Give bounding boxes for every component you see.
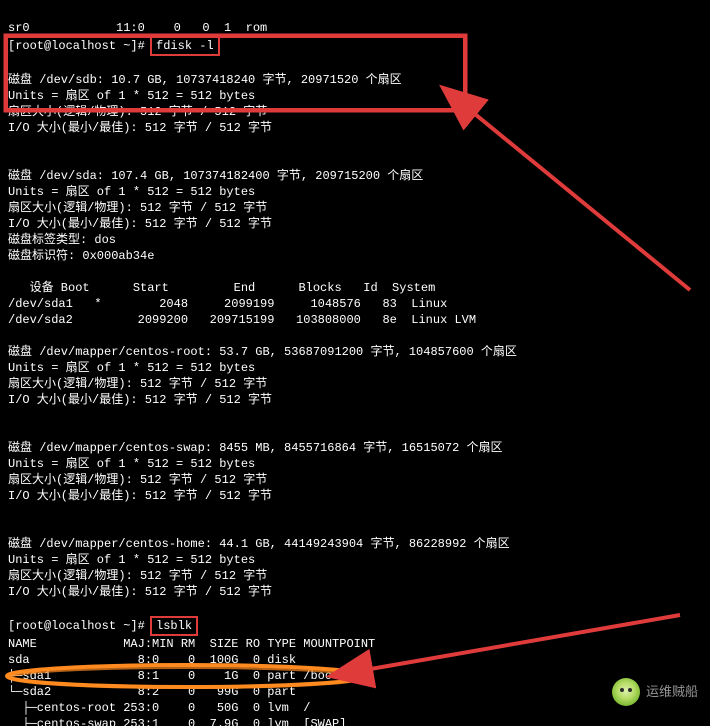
part-header: 设备 Boot Start End Blocks Id System — [8, 281, 435, 295]
prompt: [root@localhost ~]# — [8, 619, 152, 633]
lsblk-header: NAME MAJ:MIN RM SIZE RO TYPE MOUNTPOINT — [8, 637, 375, 651]
root-l2: Units = 扇区 of 1 * 512 = 512 bytes — [8, 361, 255, 375]
home-l3: 扇区大小(逻辑/物理): 512 字节 / 512 字节 — [8, 569, 267, 583]
sda-l5: 磁盘标签类型: dos — [8, 233, 116, 247]
lsblk-row: ├─sda1 8:1 0 1G 0 part /boot — [8, 669, 339, 683]
watermark-text: 运维贼船 — [646, 684, 698, 700]
lsblk-row: ├─centos-swap 253:1 0 7.9G 0 lvm [SWAP] — [8, 717, 346, 726]
swap-l2: Units = 扇区 of 1 * 512 = 512 bytes — [8, 457, 255, 471]
part-row-2: /dev/sda2 2099200 209715199 103808000 8e… — [8, 313, 476, 327]
cmd-lsblk: lsblk — [150, 616, 198, 636]
sda-l6: 磁盘标识符: 0x000ab34e — [8, 249, 154, 263]
watermark: 运维贼船 — [612, 678, 698, 706]
sda-l4: I/O 大小(最小/最佳): 512 字节 / 512 字节 — [8, 217, 272, 231]
home-l4: I/O 大小(最小/最佳): 512 字节 / 512 字节 — [8, 585, 272, 599]
sdb-l4: I/O 大小(最小/最佳): 512 字节 / 512 字节 — [8, 121, 272, 135]
part-row-1: /dev/sda1 * 2048 2099199 1048576 83 Linu… — [8, 297, 447, 311]
root-l1: 磁盘 /dev/mapper/centos-root: 53.7 GB, 536… — [8, 345, 517, 359]
swap-l3: 扇区大小(逻辑/物理): 512 字节 / 512 字节 — [8, 473, 267, 487]
cmd-fdisk: fdisk -l — [150, 36, 220, 56]
sda-l1: 磁盘 /dev/sda: 107.4 GB, 107374182400 字节, … — [8, 169, 423, 183]
swap-l1: 磁盘 /dev/mapper/centos-swap: 8455 MB, 845… — [8, 441, 502, 455]
sdb-l2: Units = 扇区 of 1 * 512 = 512 bytes — [8, 89, 255, 103]
root-l4: I/O 大小(最小/最佳): 512 字节 / 512 字节 — [8, 393, 272, 407]
home-l1: 磁盘 /dev/mapper/centos-home: 44.1 GB, 441… — [8, 537, 510, 551]
home-l2: Units = 扇区 of 1 * 512 = 512 bytes — [8, 553, 255, 567]
sda-l2: Units = 扇区 of 1 * 512 = 512 bytes — [8, 185, 255, 199]
lsblk-row: ├─centos-root 253:0 0 50G 0 lvm / — [8, 701, 310, 715]
terminal: sr0 11:0 0 0 1 rom [root@localhost ~]# f… — [0, 0, 710, 726]
sda-l3: 扇区大小(逻辑/物理): 512 字节 / 512 字节 — [8, 201, 267, 215]
sdb-l3: 扇区大小(逻辑/物理): 512 字节 / 512 字节 — [8, 105, 267, 119]
lsblk-row: sda 8:0 0 100G 0 disk — [8, 653, 296, 667]
top-line: sr0 11:0 0 0 1 rom — [8, 21, 267, 35]
root-l3: 扇区大小(逻辑/物理): 512 字节 / 512 字节 — [8, 377, 267, 391]
wechat-logo-icon — [612, 678, 640, 706]
swap-l4: I/O 大小(最小/最佳): 512 字节 / 512 字节 — [8, 489, 272, 503]
sdb-l1: 磁盘 /dev/sdb: 10.7 GB, 10737418240 字节, 20… — [8, 73, 402, 87]
lsblk-row: └─sda2 8:2 0 99G 0 part — [8, 685, 296, 699]
prompt: [root@localhost ~]# — [8, 39, 152, 53]
